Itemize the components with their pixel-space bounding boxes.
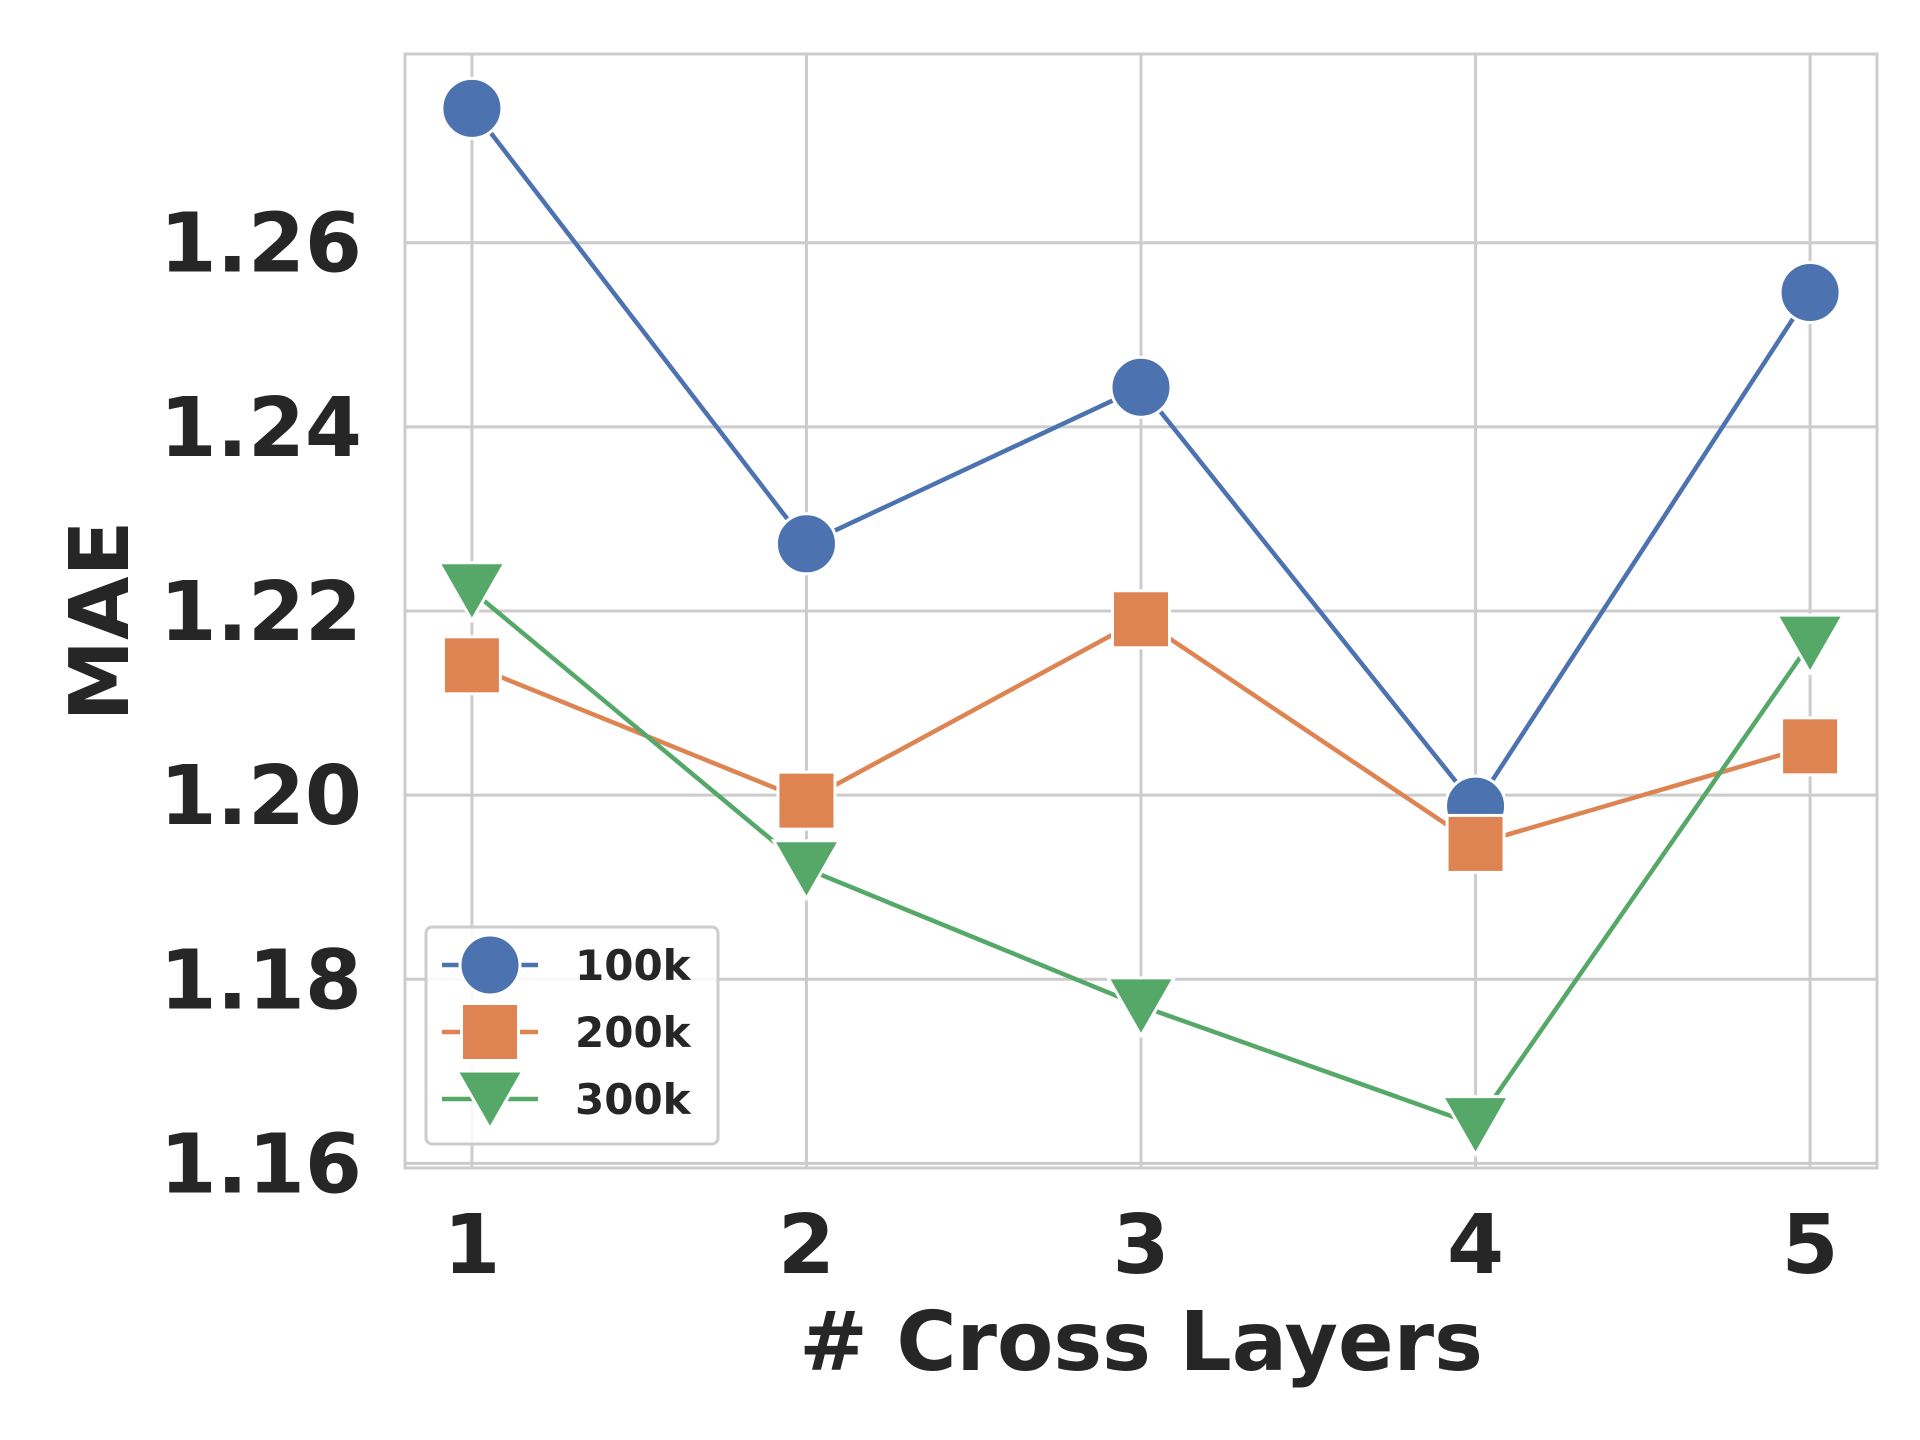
legend-item: 300k bbox=[442, 1069, 692, 1132]
data-point bbox=[1774, 613, 1846, 676]
data-point bbox=[1780, 716, 1841, 777]
legend-item: 100k bbox=[442, 933, 692, 997]
legend-marker bbox=[454, 1069, 526, 1132]
data-point bbox=[774, 512, 838, 576]
plot-frame bbox=[403, 52, 1879, 1170]
series-200k bbox=[441, 589, 1841, 874]
data-point bbox=[1778, 260, 1842, 324]
y-axis-label: MAE bbox=[53, 520, 148, 721]
data-point bbox=[770, 839, 843, 902]
data-point bbox=[1439, 1095, 1512, 1158]
legend-marker bbox=[460, 1002, 520, 1062]
legend-label: 200k bbox=[575, 1008, 692, 1057]
x-tick-label: 3 bbox=[1112, 1198, 1169, 1293]
legend-label: 300k bbox=[575, 1075, 692, 1124]
y-tick-label: 1.18 bbox=[160, 933, 362, 1028]
y-tick-label: 1.24 bbox=[160, 381, 362, 476]
x-tick-label: 4 bbox=[1447, 1198, 1504, 1293]
data-point bbox=[436, 561, 508, 624]
data-point bbox=[1109, 355, 1173, 419]
x-tick-label: 2 bbox=[778, 1198, 835, 1293]
data-point bbox=[1445, 813, 1506, 874]
data-point bbox=[776, 770, 837, 831]
legend-item: 200k bbox=[442, 1002, 692, 1062]
legend: 100k 200k 300k bbox=[424, 925, 720, 1146]
x-tick-label: 1 bbox=[443, 1198, 500, 1293]
series-300k bbox=[436, 561, 1846, 1158]
tick-labels: 1 2 3 4 5 1.16 1.18 1.20 1.22 1.24 1.26 bbox=[160, 197, 1839, 1293]
data-point bbox=[440, 76, 504, 140]
series-layer bbox=[436, 76, 1846, 1158]
data-point bbox=[1105, 976, 1177, 1039]
data-point bbox=[441, 635, 502, 696]
legend-label: 100k bbox=[575, 941, 692, 990]
y-tick-label: 1.22 bbox=[160, 565, 362, 660]
legend-marker bbox=[458, 933, 522, 997]
y-tick-label: 1.20 bbox=[160, 749, 362, 844]
y-tick-label: 1.16 bbox=[160, 1117, 362, 1212]
x-tick-label: 5 bbox=[1782, 1198, 1839, 1293]
x-axis-label: # Cross Layers bbox=[799, 1295, 1483, 1390]
y-tick-label: 1.26 bbox=[160, 197, 362, 292]
series-100k bbox=[440, 76, 1842, 838]
data-point bbox=[1111, 589, 1171, 650]
